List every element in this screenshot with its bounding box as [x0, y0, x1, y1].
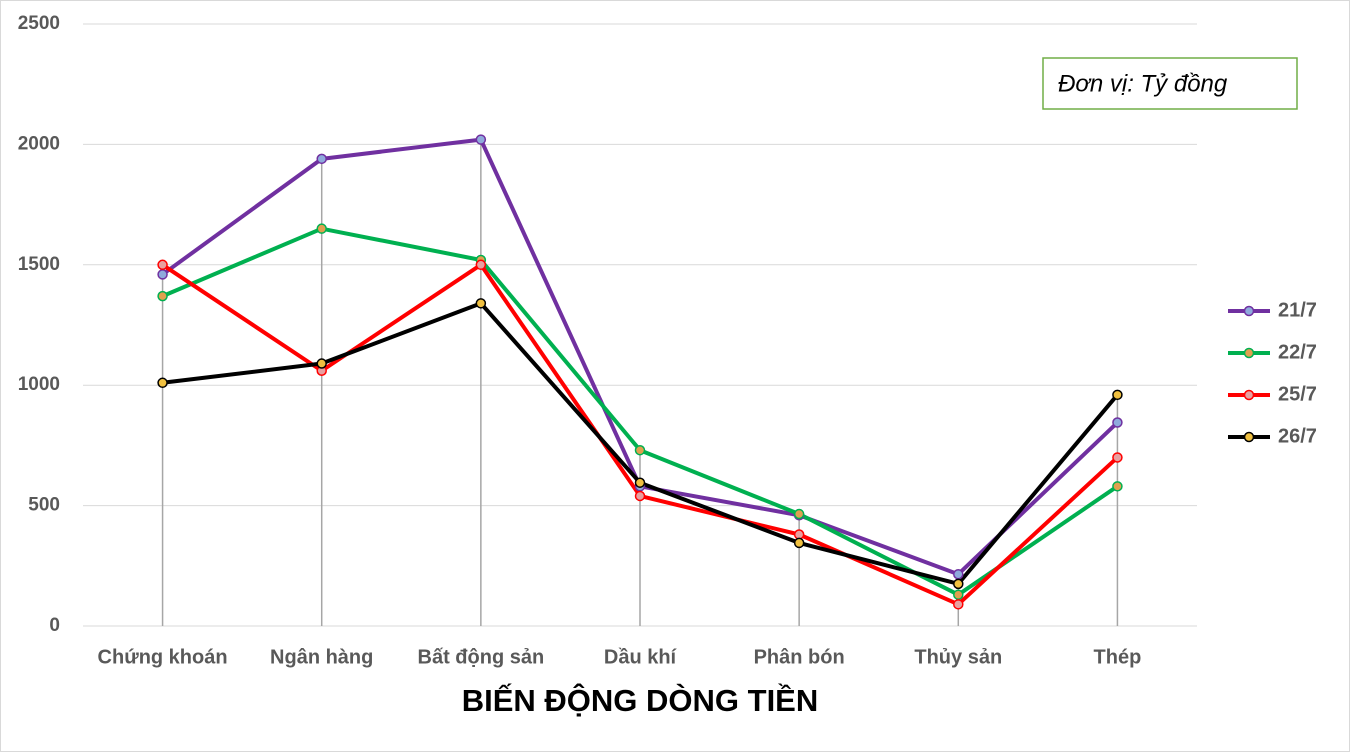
- legend-marker: [1243, 347, 1255, 359]
- annotation: Đơn vị: Tỷ đồng: [1058, 70, 1228, 97]
- x-tick-label: Ngân hàng: [270, 646, 373, 668]
- marker: [793, 508, 805, 520]
- marker: [634, 477, 646, 488]
- x-tick-label: Dầu khí: [604, 646, 678, 668]
- marker: [157, 290, 168, 302]
- y-tick-label: 2000: [18, 133, 60, 154]
- marker: [953, 578, 964, 590]
- marker: [953, 589, 964, 600]
- y-tick-label: 2500: [18, 13, 60, 34]
- marker: [475, 298, 487, 309]
- legend-label: 26/7: [1278, 425, 1317, 447]
- y-tick-label: 1000: [18, 374, 60, 395]
- marker: [1112, 417, 1123, 428]
- marker: [475, 259, 487, 271]
- legend-label: 21/7: [1278, 299, 1317, 321]
- marker: [316, 358, 327, 369]
- marker: [157, 269, 168, 280]
- marker: [475, 134, 487, 145]
- marker: [634, 490, 646, 502]
- marker: [953, 599, 964, 610]
- marker: [157, 259, 168, 271]
- marker: [634, 444, 646, 456]
- marker: [316, 223, 327, 234]
- y-tick-label: 1500: [18, 254, 60, 275]
- marker: [953, 568, 964, 580]
- x-tick-label: Bất động sản: [418, 646, 545, 668]
- legend-label: 25/7: [1278, 383, 1317, 405]
- marker: [157, 377, 168, 389]
- marker: [1112, 452, 1123, 463]
- marker: [316, 153, 327, 165]
- x-tick-label: Chứng khoán: [98, 646, 228, 668]
- legend-marker: [1243, 305, 1255, 317]
- x-tick-label: Thủy sản: [914, 646, 1002, 668]
- legend-marker: [1243, 431, 1255, 443]
- marker: [1112, 481, 1123, 492]
- y-tick-label: 0: [49, 615, 60, 636]
- x-tick-label: Phân bón: [754, 646, 845, 668]
- annotation-box: [1042, 57, 1298, 110]
- marker: [793, 537, 805, 549]
- marker: [793, 529, 805, 540]
- marker: [1112, 389, 1123, 401]
- x-axis-title: BIẾN ĐỘNG DÒNG TIỀN: [462, 682, 819, 718]
- y-tick-label: 500: [28, 495, 60, 516]
- legend-label: 22/7: [1278, 341, 1317, 363]
- x-tick-label: Thép: [1094, 646, 1142, 668]
- legend-marker: [1243, 389, 1255, 401]
